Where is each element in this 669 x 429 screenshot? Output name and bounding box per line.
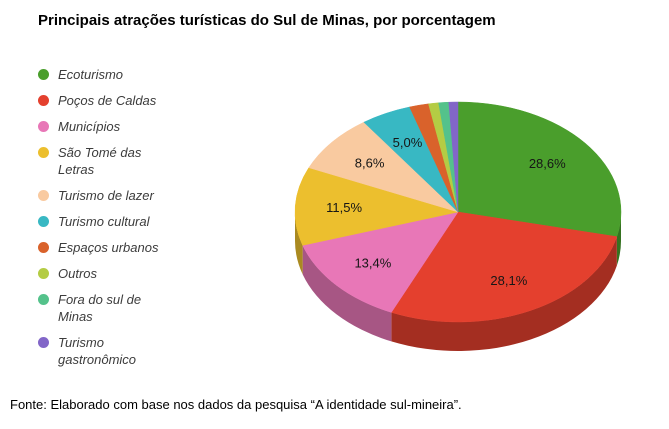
legend-color-dot [38, 337, 49, 348]
legend-item[interactable]: Turismo de lazer [38, 187, 178, 204]
legend-color-dot [38, 268, 49, 279]
pie-slice-label: 8,6% [355, 155, 385, 170]
chart-legend: Ecoturismo Poços de Caldas Municípios Sã… [38, 66, 178, 377]
pie-slice-label: 5,0% [393, 135, 423, 150]
legend-item[interactable]: São Tomé das Letras [38, 144, 178, 178]
pie-slice-4[interactable] [294, 167, 459, 246]
legend-item[interactable]: Espaços urbanos [38, 239, 178, 256]
source-note: Fonte: Elaborado com base nos dados da p… [10, 397, 462, 412]
legend-item-label: São Tomé das Letras [58, 145, 142, 177]
legend-item[interactable]: Ecoturismo [38, 66, 178, 83]
pie-slice-5[interactable] [308, 121, 459, 213]
legend-color-dot [38, 121, 49, 132]
legend-item[interactable]: Municípios [38, 118, 178, 135]
legend-item[interactable]: Outros [38, 265, 178, 282]
legend-color-dot [38, 216, 49, 227]
legend-item-label: Ecoturismo [58, 67, 124, 82]
pie-slice-side [302, 245, 392, 342]
pie-slice-side [391, 236, 617, 351]
pie-slice-1[interactable] [457, 101, 622, 237]
legend-color-dot [38, 69, 49, 80]
legend-item-label: Espaços urbanos [58, 240, 159, 255]
pie-slice-label: 28,6% [529, 156, 566, 171]
legend-color-dot [38, 242, 49, 253]
pie-slice-10[interactable] [448, 101, 459, 213]
page-title: Principais atrações turísticas do Sul de… [38, 12, 496, 29]
legend-item[interactable]: Poços de Caldas [38, 92, 178, 109]
legend-item-label: Turismo gastronômico [58, 335, 137, 367]
legend-item-label: Poços de Caldas [58, 93, 157, 108]
legend-item[interactable]: Turismo gastronômico [38, 334, 178, 368]
pie-slice-label: 13,4% [354, 255, 391, 270]
legend-item-label: Turismo de lazer [58, 188, 154, 203]
pie-slice-2[interactable] [390, 211, 618, 323]
legend-color-dot [38, 95, 49, 106]
legend-item[interactable]: Turismo cultural [38, 213, 178, 230]
pie-slice-label: 28,1% [490, 273, 527, 288]
legend-item-label: Fora do sul de Minas [58, 292, 142, 324]
legend-color-dot [38, 190, 49, 201]
legend-item-label: Turismo cultural [58, 214, 150, 229]
legend-color-dot [38, 294, 49, 305]
legend-item[interactable]: Fora do sul de Minas [38, 291, 178, 325]
legend-item-label: Municípios [58, 119, 121, 134]
pie-slice-label: 11,5% [326, 200, 362, 215]
pie-slice-side [295, 212, 303, 275]
legend-item-label: Outros [58, 266, 98, 281]
legend-color-dot [38, 147, 49, 158]
